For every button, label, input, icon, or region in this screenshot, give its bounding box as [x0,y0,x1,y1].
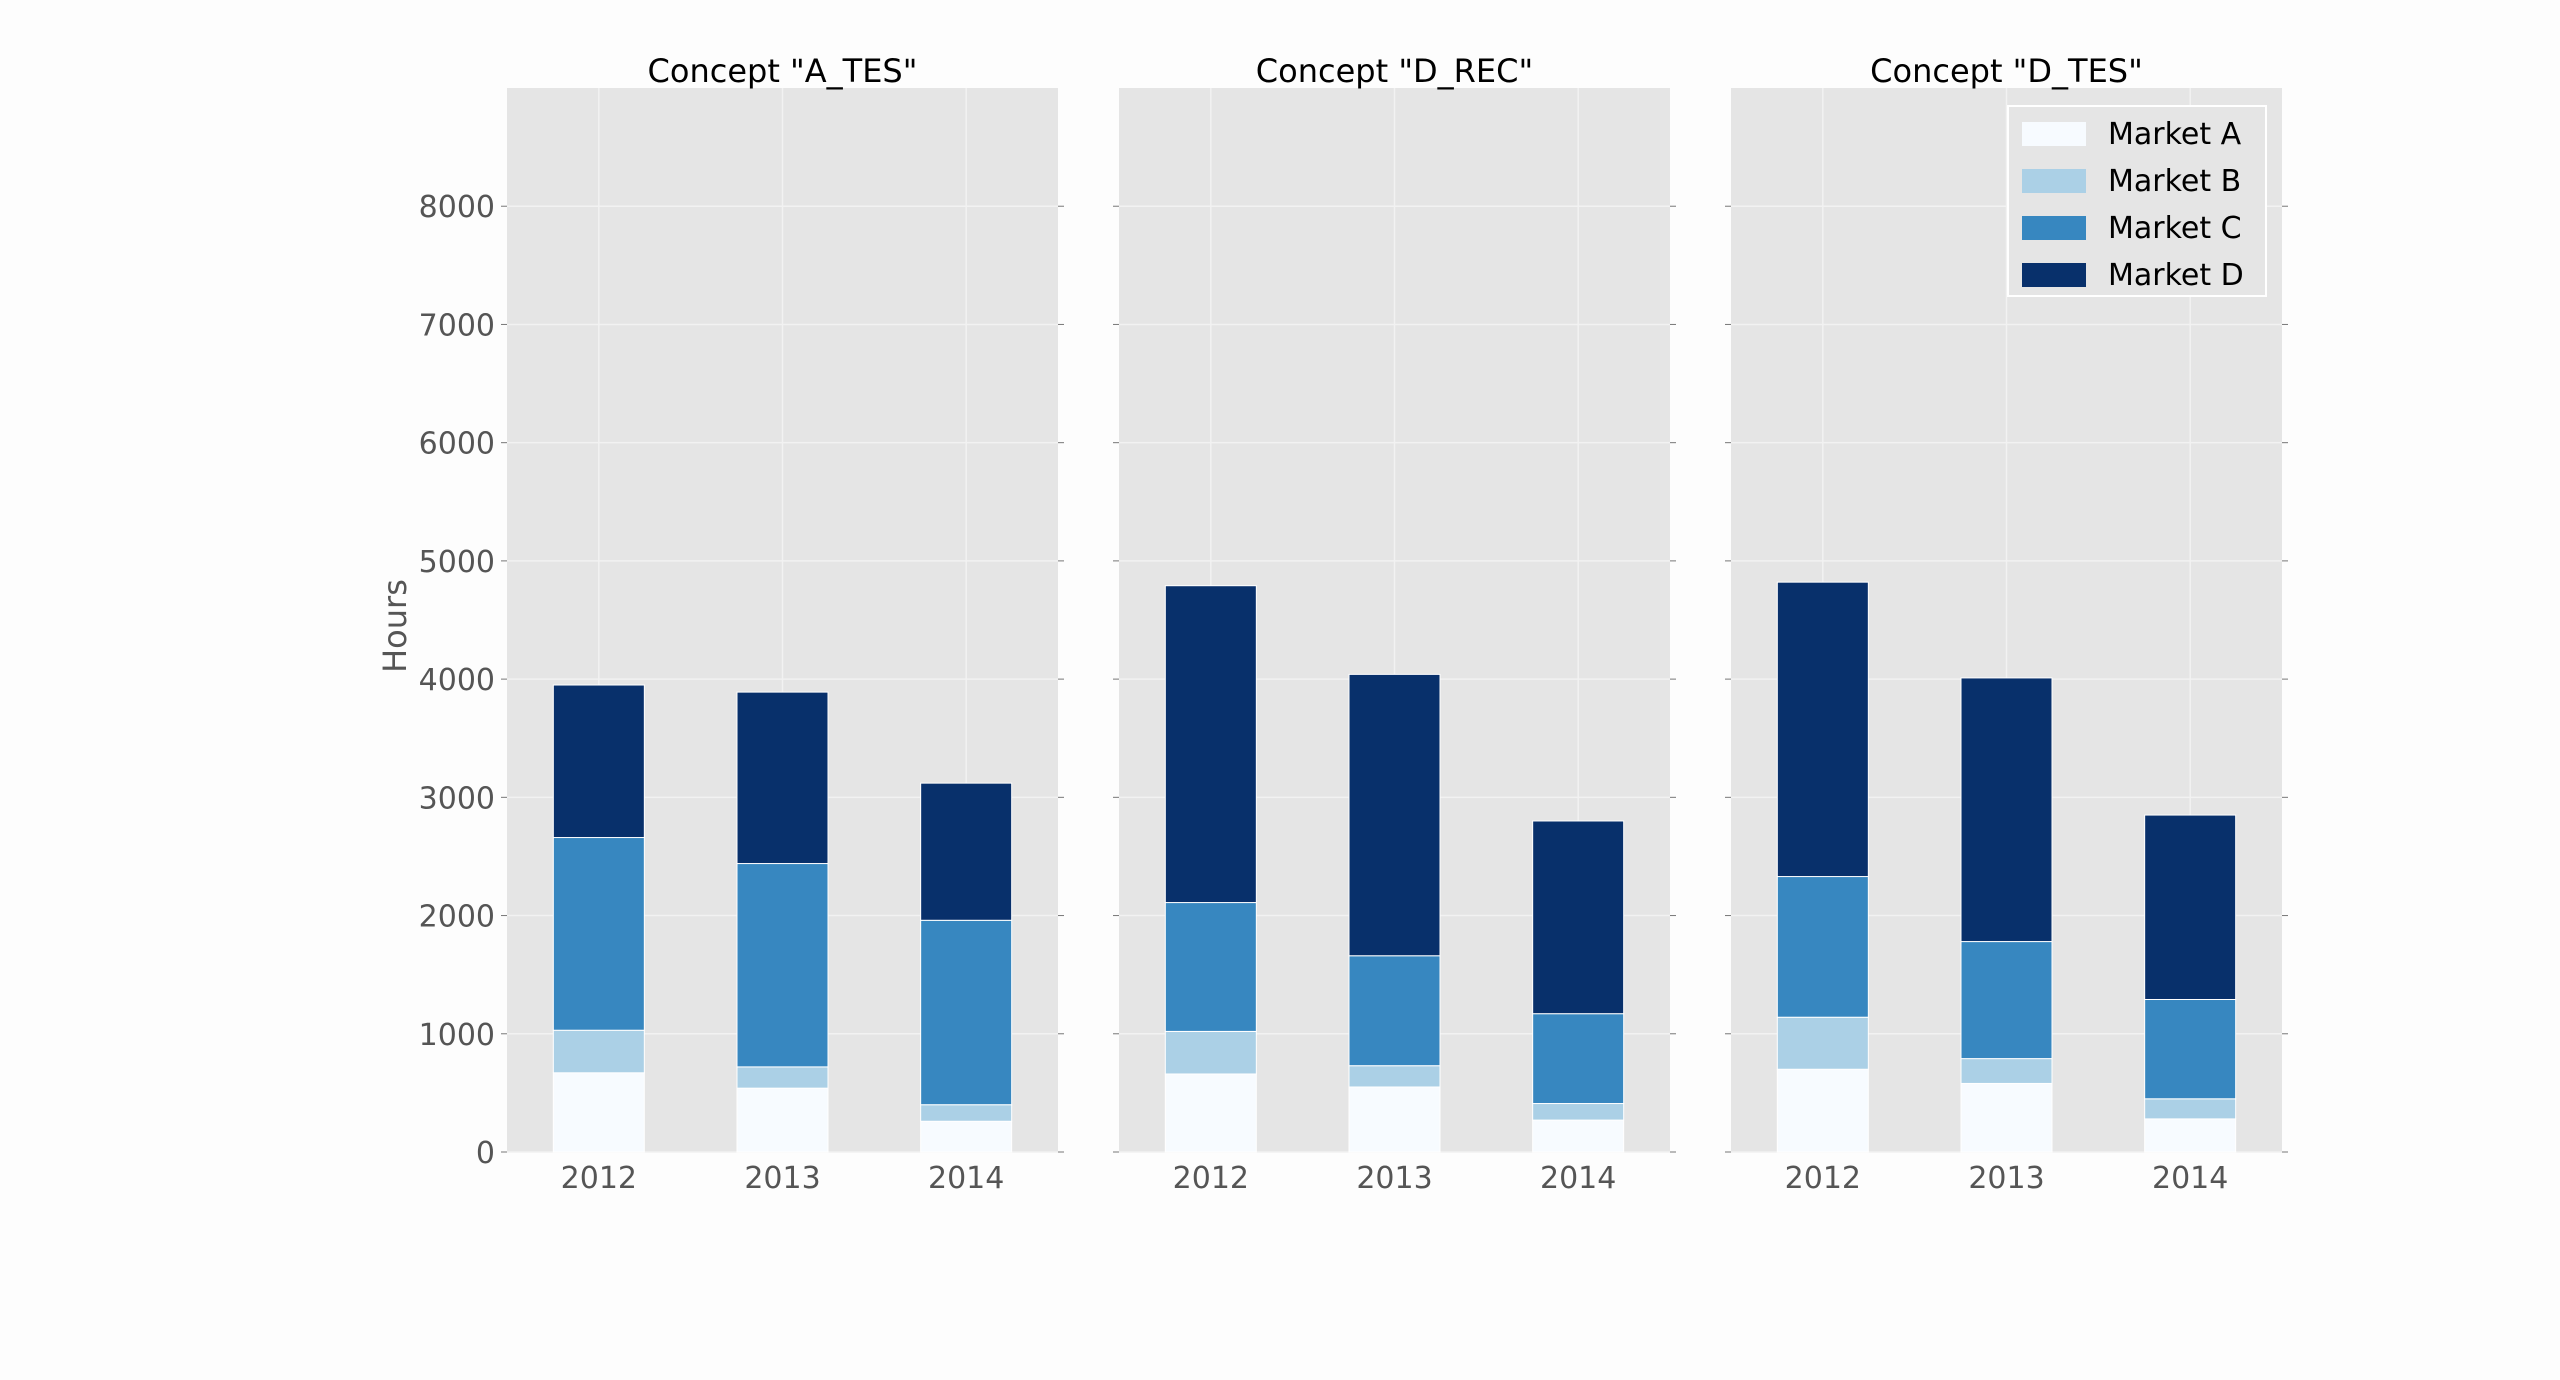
x-tick-label: 2012 [561,1161,637,1196]
bar-market-b-2014 [2144,1098,2237,1120]
bar-market-b-2013 [1960,1058,2053,1084]
x-tick-label: 2012 [1173,1161,1249,1196]
x-tick-label: 2013 [744,1161,820,1196]
bar-market-c-2012 [1776,876,1869,1018]
bar-market-d-2012 [1776,581,1869,878]
bar-market-a-2014 [1532,1119,1625,1153]
legend-label: Market C [2108,211,2242,246]
bar-market-d-2013 [736,691,829,865]
bar-market-a-2014 [920,1120,1013,1153]
legend-label: Market D [2108,258,2244,293]
panel-1: 2012 2013 2014 0 1000 2000 3000 4000 5000 6000 700… [419,52,1064,1196]
bar-market-c-2013 [1348,955,1441,1067]
bar-market-a-2013 [1348,1086,1441,1153]
bar-market-c-2014 [2144,998,2237,1100]
bar-market-a-2014 [2144,1118,2237,1153]
y-tick-label: 8000 [419,190,495,225]
y-tick-label: 5000 [419,545,495,580]
bar-market-c-2013 [736,863,829,1068]
bar-market-a-2012 [552,1072,645,1153]
y-tick-label: 6000 [419,427,495,462]
bar-market-d-2013 [1960,677,2053,943]
bar-market-b-2012 [1776,1016,1869,1070]
bar-market-d-2014 [1532,820,1625,1015]
y-tick-label: 1000 [419,1018,495,1053]
legend-swatch [2022,263,2086,287]
x-tick-label: 2014 [2152,1161,2228,1196]
y-tick-label: 2000 [419,900,495,935]
legend: Market A Market B Market C Market D [2007,105,2267,297]
bar-market-c-2014 [1532,1013,1625,1105]
bar-market-a-2013 [1960,1082,2053,1153]
bar-market-d-2012 [1164,585,1257,904]
x-tick-label: 2012 [1785,1161,1861,1196]
bar-market-a-2012 [1776,1068,1869,1153]
panel-title: Concept "D_TES" [1870,52,2143,90]
y-tick-label: 3000 [419,781,495,816]
y-axis-label: Hours [376,579,414,673]
legend-label: Market A [2108,117,2242,152]
bar-market-b-2012 [1164,1030,1257,1075]
bar-market-b-2014 [1532,1103,1625,1121]
legend-label: Market B [2108,164,2241,199]
legend-swatch [2022,216,2086,240]
bar-market-d-2014 [920,782,1013,921]
bar-market-d-2012 [552,684,645,839]
y-tick-label: 7000 [419,308,495,343]
y-tick-label: 4000 [419,663,495,698]
legend-swatch [2022,122,2086,146]
panel-title: Concept "A_TES" [648,52,918,90]
legend-swatch [2022,169,2086,193]
bar-market-c-2014 [920,919,1013,1106]
bar-market-d-2013 [1348,673,1441,957]
x-tick-label: 2013 [1356,1161,1432,1196]
panel-3: 2012 2013 2014 Concept "D_TES" [1725,52,2288,1196]
bar-market-b-2013 [1348,1065,1441,1088]
panel-title: Concept "D_REC" [1256,52,1533,90]
bar-market-c-2012 [552,837,645,1031]
bar-market-a-2013 [736,1087,829,1153]
panel-2: 2012 2013 2014 Concept "D_REC" [1113,52,1676,1196]
panels-layer: 2012 2013 2014 0 1000 2000 3000 4000 5000 6000 700… [419,52,2288,1196]
bar-market-c-2013 [1960,941,2053,1060]
x-tick-label: 2013 [1968,1161,2044,1196]
bar-market-c-2012 [1164,902,1257,1032]
bar-market-b-2014 [920,1104,1013,1122]
bar-market-b-2012 [552,1029,645,1074]
y-tick-label: 0 [476,1136,495,1171]
bar-market-d-2014 [2144,814,2237,1000]
x-tick-label: 2014 [1540,1161,1616,1196]
x-tick-label: 2014 [928,1161,1004,1196]
bar-market-a-2012 [1164,1073,1257,1153]
bar-market-b-2013 [736,1066,829,1089]
